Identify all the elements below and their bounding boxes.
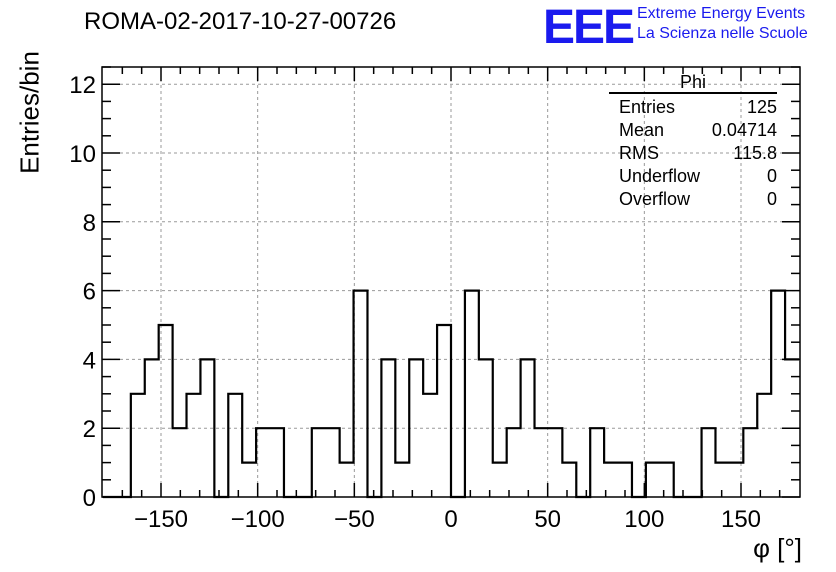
stats-row-entries: Entries 125: [609, 96, 777, 119]
stats-row-mean: Mean 0.04714: [609, 119, 777, 142]
stats-label: Mean: [619, 120, 665, 140]
stats-label: RMS: [619, 143, 659, 163]
x-tick-label: 150: [721, 506, 761, 533]
x-tick-label: −50: [334, 506, 375, 533]
x-tick-label: −150: [134, 506, 188, 533]
stats-box: Phi Entries 125 Mean 0.04714 RMS 115.8 U…: [609, 72, 777, 211]
y-tick-label: 8: [83, 210, 96, 237]
y-axis-label: Entries/bin: [14, 51, 45, 174]
stats-value: 0: [766, 189, 777, 209]
x-tick-label: 100: [624, 506, 664, 533]
stats-row-overflow: Overflow 0: [609, 188, 777, 211]
y-tick-label: 6: [83, 279, 96, 306]
stats-label: Underflow: [619, 166, 701, 186]
plot-title: ROMA-02-2017-10-27-00726: [84, 8, 397, 35]
logo-line-2: La Scienza nelle Scuole: [637, 25, 808, 42]
stats-value: 125: [746, 97, 777, 117]
y-tick-label: 10: [69, 141, 96, 168]
y-tick-label: 0: [83, 485, 96, 512]
logo-line-1: Extreme Energy Events: [637, 5, 806, 22]
y-tick-label: 4: [83, 347, 96, 374]
stats-label: Entries: [619, 97, 676, 117]
x-axis-label: φ [°]: [753, 533, 802, 563]
eee-logo: EEE: [543, 1, 635, 54]
x-tick-label: 0: [444, 506, 457, 533]
stats-title: Phi: [609, 72, 777, 94]
logo-caption: Extreme Energy Events La Scienza nelle S…: [637, 4, 808, 44]
y-tick-label: 2: [83, 416, 96, 443]
x-tick-label: 50: [534, 506, 561, 533]
stats-value: 0.04714: [711, 120, 777, 140]
stats-row-underflow: Underflow 0: [609, 165, 777, 188]
stats-value: 0: [766, 166, 777, 186]
stats-row-rms: RMS 115.8: [609, 142, 777, 165]
plot-frame: [101, 66, 801, 498]
stats-value: 115.8: [733, 143, 777, 163]
stats-label: Overflow: [619, 189, 691, 209]
x-tick-label: −100: [231, 506, 285, 533]
tick-labels: −150 −100 −50 0 50 100 150 0 2 4 6 8 10 12: [69, 72, 761, 533]
y-tick-label: 12: [69, 72, 96, 99]
